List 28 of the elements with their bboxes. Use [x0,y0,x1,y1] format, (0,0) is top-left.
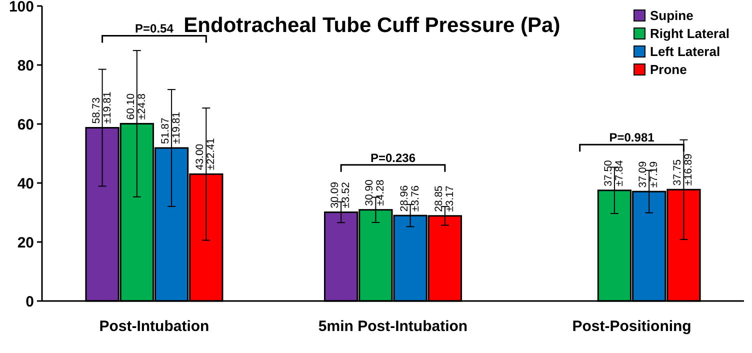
legend-label: Supine [650,8,694,23]
y-tick-label: 40 [17,175,34,192]
chart-title: Endotracheal Tube Cuff Pressure (Pa) [184,14,560,37]
data-label: 51.87 ±19.81 [160,112,183,144]
y-tick-label: 20 [17,234,34,252]
data-label: 28.85 ±3.17 [432,185,456,212]
data-label: 28.96 ±3.76 [398,185,422,212]
annotation: P=0.236 [370,150,416,165]
data-label: 60.10 ±24.8 [124,93,148,120]
data-label: 37.50 ±7.84 [602,160,626,186]
legend-label: Prone [650,62,687,77]
data-label: 37.09 ±7.19 [637,161,660,188]
data-label: 30.09 ±3.52 [329,182,352,208]
y-tick-label: 80 [17,57,34,74]
data-label: 30.90 ±4.28 [364,179,387,206]
legend-label: Right Lateral [650,26,730,41]
legend-label: Left Lateral [650,44,720,59]
data-label: 58.73 ±19.81 [90,92,114,124]
y-tick-label: 60 [17,116,34,134]
annotation: P=0.54 [135,22,174,36]
data-label: 37.75 ±16.89 [672,153,695,186]
x-tick-label: 5min Post-Intubation [318,318,468,335]
x-tick-label: Post-Positioning [572,318,692,335]
annotation: P=0.981 [609,130,655,145]
x-tick-label: Post-Intubation [99,318,210,335]
data-label: 43.00 ±22.41 [194,138,218,170]
y-tick-label: 0 [26,293,34,310]
y-tick-label: 100 [8,0,34,16]
